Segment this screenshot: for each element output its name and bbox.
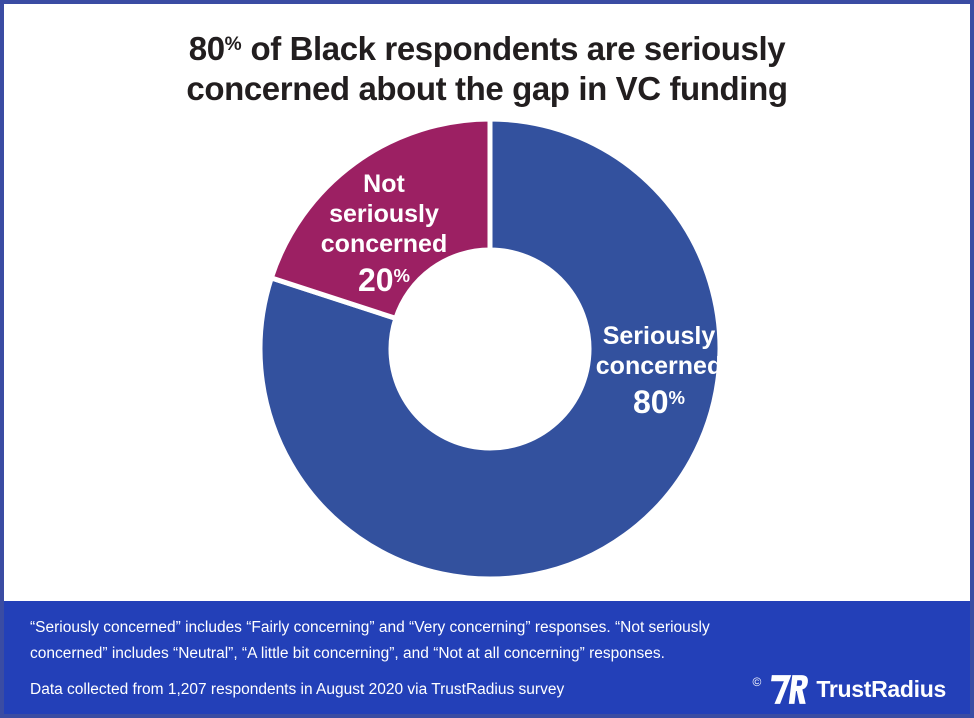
donut-slice-seriously-concerned (257, 116, 723, 582)
slice-percent-sign: % (668, 386, 686, 408)
slice-label-text: Seriously concerned (595, 321, 723, 380)
slice-label-not-seriously-concerned: Not seriously concerned 20% (308, 169, 460, 297)
trustradius-monogram-icon (771, 675, 809, 704)
footer-bottom-row: Data collected from 1,207 respondents in… (30, 674, 948, 705)
slice-label-seriously-concerned: Seriously concerned 80% (573, 321, 745, 419)
chart-title: 80% of Black respondents are seriously co… (107, 25, 867, 109)
footer: “Seriously concerned” includes “Fairly c… (4, 601, 970, 714)
trustradius-logo: © TrustRadius (753, 674, 946, 705)
title-percent-sign: % (224, 34, 242, 55)
copyright-symbol: © (752, 675, 762, 689)
slice-percent-sign: % (393, 264, 411, 286)
donut-chart (257, 116, 723, 582)
slice-value: 20% (308, 259, 460, 297)
trustradius-wordmark: TrustRadius (816, 676, 946, 702)
slice-value-number: 80 (632, 384, 669, 421)
title-line1-rest: of Black respondents are seriously (241, 29, 786, 67)
slice-value: 80% (573, 381, 745, 419)
slice-label-text: Not seriously concerned (320, 169, 448, 258)
methodology-note: “Seriously concerned” includes “Fairly c… (30, 619, 710, 662)
title-number: 80 (188, 29, 225, 67)
donut-slice-not-seriously-concerned (268, 116, 493, 321)
title-line2: concerned about the gap in VC funding (186, 69, 788, 107)
data-source-note: Data collected from 1,207 respondents in… (30, 680, 565, 698)
slice-value-number: 20 (357, 262, 394, 299)
